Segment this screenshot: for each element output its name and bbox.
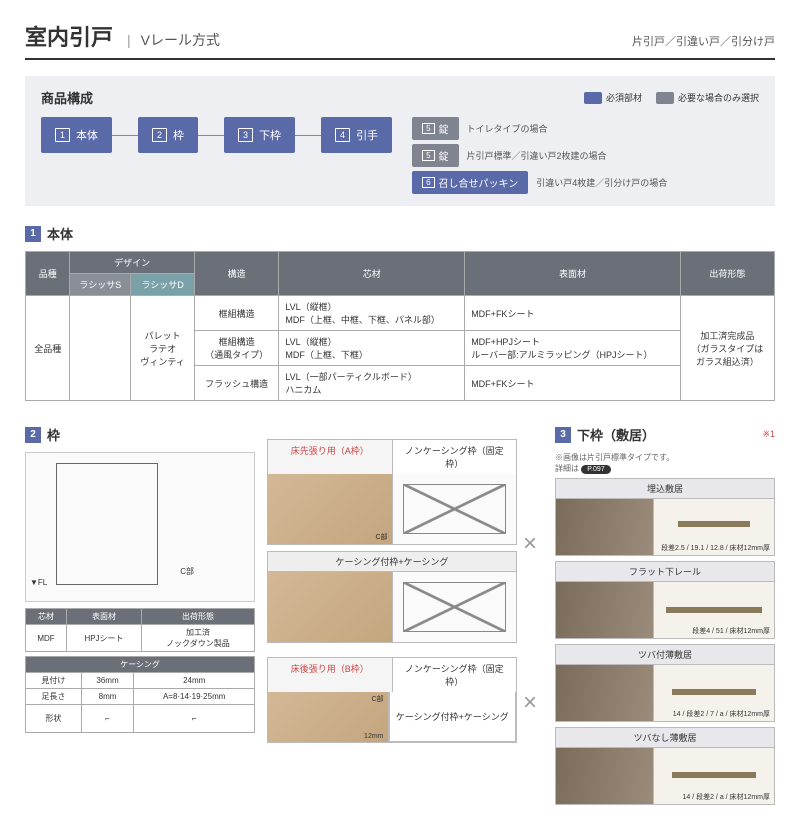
casing-table: ケーシング 見付け36mm24mm 足長さ8mmA=8·14·19·25mm 形… <box>25 656 255 733</box>
sill-type-1: 埋込敷居段差2.5 / 19.1 / 12.8 / 床材12mm厚 <box>555 478 775 556</box>
page-title: 室内引戸 <box>25 20 113 52</box>
frame-diagram: ▼FLC部 <box>25 452 255 602</box>
flow-box-1: 1本体 <box>41 117 112 153</box>
sill-type-2: フラット下レール段差4 / 51 / 床材12mm厚 <box>555 561 775 639</box>
sill-type-3: ツバ付薄敷居14 / 段差2 / 7 / a / 床材12mm厚 <box>555 644 775 722</box>
sill-note: ※画像は片引戸標準タイプです。 詳細は P.097 <box>555 452 775 474</box>
section-2-header: 2枠 <box>25 425 255 444</box>
main-table: 品種 デザイン 構造 芯材 表面材 出荷形態 ラシッサSラシッサD 全品種 パレ… <box>25 251 775 401</box>
flow-box-3: 3下枠 <box>224 117 295 153</box>
section-3-header: 3下枠（敷居）※1 <box>555 425 775 444</box>
composition-title: 商品構成 <box>41 88 93 107</box>
page-header: 室内引戸 | Vレール方式 片引戸／引違い戸／引分け戸 <box>25 20 775 60</box>
frame-b-box: 床後張り用（B枠）ノンケーシング枠（固定枠） C部12mmケーシング付枠+ケーシ… <box>267 657 517 743</box>
legend-optional: 必要な場合のみ選択 <box>656 91 759 104</box>
frame-spec-table: 芯材表面材出荷形態 MDFHPJシート加工済 ノックダウン製品 <box>25 608 255 652</box>
title-separator: | <box>127 32 131 48</box>
branch-box-3: 6召し合せパッキン <box>412 171 528 194</box>
multiply-icon: × <box>517 530 543 558</box>
section-1-header: 1本体 <box>25 224 775 243</box>
branch-box-1: 5錠 <box>412 117 458 140</box>
flow-box-2: 2枠 <box>138 117 198 153</box>
branch-box-2: 5錠 <box>412 144 458 167</box>
casing-label-a: ケーシング付枠+ケーシング <box>267 551 517 571</box>
header-right: 片引戸／引違い戸／引分け戸 <box>632 33 775 49</box>
frame-a-casing <box>267 571 517 643</box>
flow-diagram: 1本体 2枠 3下枠 4引手 5錠トイレタイプの場合 5錠片引戸標準／引違い戸2… <box>41 117 759 194</box>
multiply-icon: × <box>517 689 543 717</box>
frame-a-box: 床先張り用（A枠）ノンケーシング枠（固定枠） C部 <box>267 439 517 545</box>
sill-type-4: ツバなし薄敷居14 / 段差2 / a / 床材12mm厚 <box>555 727 775 805</box>
composition-panel: 商品構成 必須部材 必要な場合のみ選択 1本体 2枠 3下枠 4引手 5錠トイレ… <box>25 76 775 206</box>
page-subtitle: Vレール方式 <box>141 30 220 50</box>
flow-box-4: 4引手 <box>321 117 392 153</box>
legend-required: 必須部材 <box>584 91 642 104</box>
